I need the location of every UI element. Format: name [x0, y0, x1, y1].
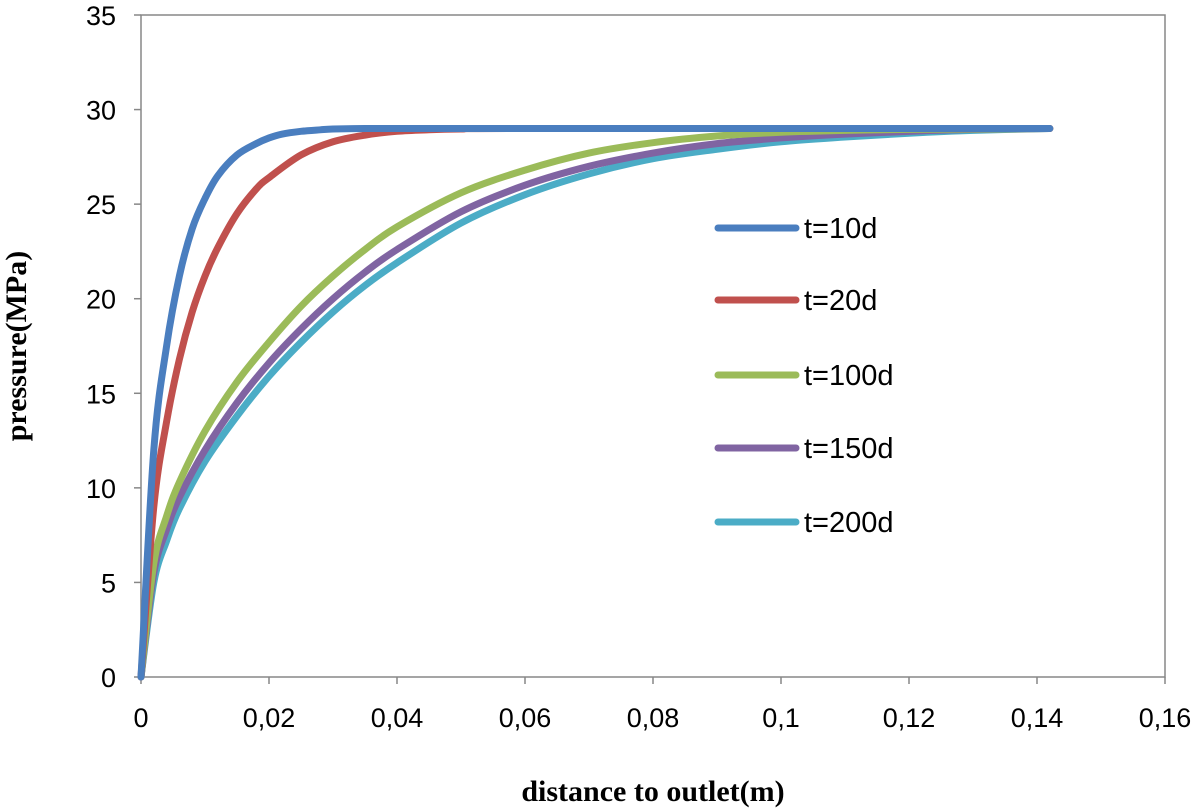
legend-label: t=200d	[804, 507, 894, 539]
y-tick-label: 25	[86, 190, 116, 220]
y-axis-ticks: 0 5 10 15 20 25 30 35	[86, 1, 141, 693]
x-tick-label: 0,16	[1139, 703, 1192, 733]
y-tick-label: 15	[86, 379, 116, 409]
y-tick-label: 35	[86, 1, 116, 31]
y-tick-label: 10	[86, 474, 116, 504]
x-tick-label: 0,06	[499, 703, 552, 733]
legend-label: t=100d	[804, 360, 894, 392]
legend-label: t=20d	[804, 285, 877, 317]
legend-label: t=150d	[804, 433, 894, 465]
legend-label: t=10d	[804, 213, 877, 245]
x-tick-label: 0,08	[627, 703, 680, 733]
x-tick-label: 0,04	[371, 703, 424, 733]
x-tick-label: 0,12	[883, 703, 936, 733]
legend: t=10d t=20d t=100d t=150d t=200d	[714, 213, 894, 539]
series-line-t-100d	[137, 124, 1054, 681]
x-tick-label: 0,14	[1011, 703, 1064, 733]
series-line-t-10d	[137, 124, 1054, 681]
x-tick-label: 0,02	[243, 703, 296, 733]
y-tick-label: 20	[86, 285, 116, 315]
y-tick-label: 0	[101, 663, 116, 693]
x-axis-ticks: 0 0,02 0,04 0,06 0,08 0,1 0,12 0,14 0,16	[133, 677, 1191, 733]
x-tick-label: 0,1	[762, 703, 800, 733]
x-tick-label: 0	[133, 703, 148, 733]
y-axis-title: pressure(MPa)	[0, 251, 33, 442]
y-tick-label: 5	[101, 568, 116, 598]
series-lines	[137, 124, 1054, 681]
series-line-t-150d	[137, 124, 1054, 681]
x-axis-title: distance to outlet(m)	[521, 775, 784, 808]
y-tick-label: 30	[86, 96, 116, 126]
